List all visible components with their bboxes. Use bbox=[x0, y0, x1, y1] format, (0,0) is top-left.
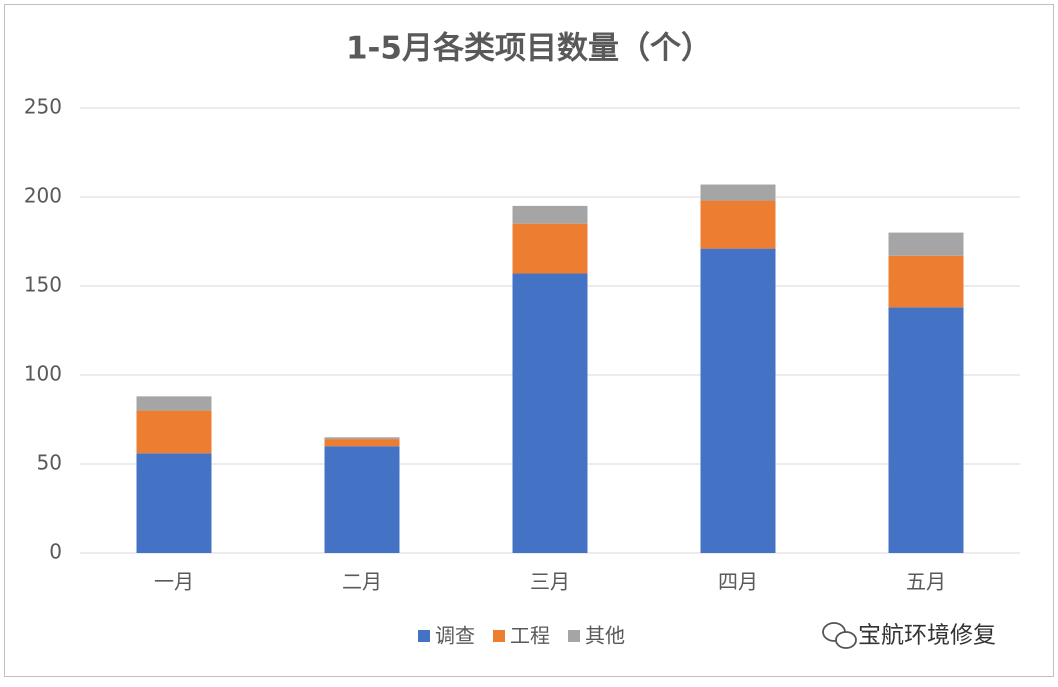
legend-label: 其他 bbox=[585, 624, 625, 648]
watermark: 宝航环境修复 bbox=[858, 623, 996, 649]
x-tick-label: 一月 bbox=[154, 570, 194, 594]
legend-swatch bbox=[418, 630, 430, 642]
y-tick-label: 150 bbox=[24, 273, 62, 297]
bar-segment bbox=[324, 437, 400, 440]
x-tick-label: 四月 bbox=[718, 570, 758, 594]
bar-segment bbox=[700, 248, 776, 553]
legend-swatch bbox=[493, 630, 505, 642]
bar-segment bbox=[136, 453, 212, 553]
legend-label: 工程 bbox=[510, 624, 550, 648]
watermark-icon bbox=[822, 622, 857, 649]
y-tick-label: 100 bbox=[24, 362, 62, 386]
bar-segment bbox=[512, 273, 588, 553]
legend-swatch bbox=[568, 630, 580, 642]
bar-segment bbox=[888, 232, 964, 256]
x-tick-label: 五月 bbox=[906, 570, 946, 594]
y-tick-label: 250 bbox=[24, 95, 62, 119]
x-tick-label: 三月 bbox=[530, 570, 570, 594]
bar-segment bbox=[512, 205, 588, 224]
bar-segment bbox=[136, 410, 212, 454]
y-tick-label: 200 bbox=[24, 184, 62, 208]
bar-segment bbox=[700, 200, 776, 249]
y-tick-label: 0 bbox=[49, 540, 62, 564]
bar-segment bbox=[324, 446, 400, 553]
bar-segment bbox=[512, 223, 588, 274]
x-tick-label: 二月 bbox=[342, 570, 382, 594]
y-tick-label: 50 bbox=[37, 451, 62, 475]
bar-segment bbox=[136, 396, 212, 411]
bar-segment bbox=[324, 439, 400, 447]
legend-label: 调查 bbox=[435, 624, 475, 648]
bar-segment bbox=[888, 307, 964, 553]
bar-segment bbox=[700, 184, 776, 201]
bar-segment bbox=[888, 255, 964, 308]
chart-title: 1-5月各类项目数量（个） bbox=[346, 31, 712, 67]
